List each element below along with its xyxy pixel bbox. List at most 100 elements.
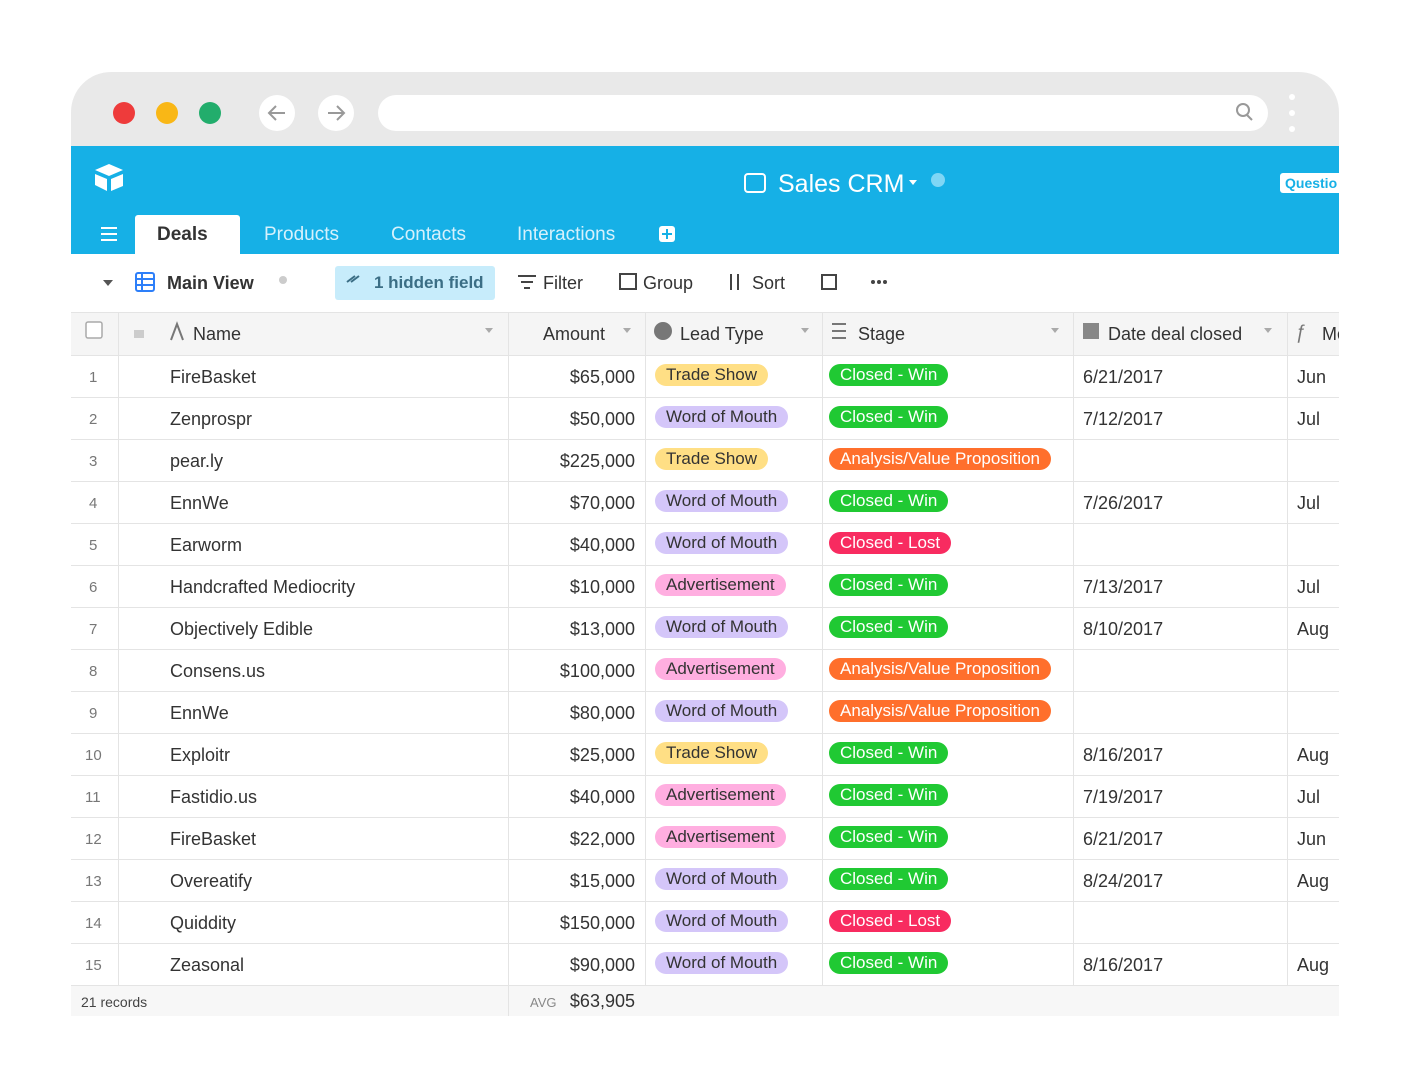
stage: Closed - Win xyxy=(829,868,949,890)
group[interactable]: Group xyxy=(643,273,694,293)
amount: $90,000 xyxy=(569,955,635,975)
deal-name: Quiddity xyxy=(170,913,237,933)
month: Jun xyxy=(1297,367,1327,387)
row-number: 11 xyxy=(85,789,101,806)
row-number: 7 xyxy=(89,621,98,638)
lead-type: Advertisement xyxy=(655,826,786,848)
lead-type: Word of Mouth xyxy=(655,910,789,932)
tab[interactable]: Deals xyxy=(157,224,208,245)
deal-name: Handcrafted Mediocrity xyxy=(170,577,356,597)
lead-type: Word of Mouth xyxy=(655,868,789,890)
stage: Closed - Lost xyxy=(829,532,952,554)
help-button[interactable]: Questio xyxy=(1280,173,1339,193)
deal-name: Overeatify xyxy=(170,871,253,891)
footer-divider xyxy=(508,985,509,1016)
record-count: 21 records xyxy=(81,994,148,1010)
amount: $150,000 xyxy=(559,913,635,933)
deal-name: FireBasket xyxy=(170,829,257,849)
column-header: Name xyxy=(193,324,242,344)
date-closed: 8/24/2017 xyxy=(1083,871,1164,891)
stage: Analysis/Value Proposition xyxy=(829,658,1052,680)
filter[interactable]: Filter xyxy=(543,273,583,293)
chrome-icons xyxy=(113,94,1295,132)
agg-label: AVG xyxy=(530,995,557,1010)
amount: $65,000 xyxy=(569,367,635,387)
stage: Closed - Win xyxy=(829,490,949,512)
row-number: 13 xyxy=(85,873,102,890)
stage: Analysis/Value Proposition xyxy=(829,448,1052,470)
header-icons xyxy=(95,164,945,242)
amount: $40,000 xyxy=(569,787,635,807)
header-border xyxy=(71,355,1339,356)
tab[interactable]: Interactions xyxy=(517,224,616,245)
month: Aug xyxy=(1297,745,1330,765)
amount: $15,000 xyxy=(569,871,635,891)
amount: $80,000 xyxy=(569,703,635,723)
lead-type: Trade Show xyxy=(655,448,769,470)
deal-name: Exploitr xyxy=(170,745,231,765)
row-border xyxy=(71,817,1339,818)
view-name[interactable]: Main View xyxy=(167,273,254,293)
row-number: 15 xyxy=(85,957,102,974)
lead-type: Trade Show xyxy=(655,364,769,386)
lead-type: Word of Mouth xyxy=(655,490,789,512)
row-border xyxy=(71,943,1339,944)
deal-name: pear.ly xyxy=(170,451,224,471)
row-number: 6 xyxy=(89,579,98,596)
date-closed: 8/16/2017 xyxy=(1083,745,1164,765)
row-number: 5 xyxy=(89,537,98,554)
month: Jul xyxy=(1297,493,1321,513)
row-border xyxy=(71,649,1339,650)
month: Jul xyxy=(1297,577,1321,597)
stage: Closed - Win xyxy=(829,742,949,764)
tab[interactable]: Contacts xyxy=(391,224,466,245)
month: Aug xyxy=(1297,955,1330,975)
stage: Closed - Lost xyxy=(829,910,952,932)
row-border xyxy=(71,733,1339,734)
app-title: Sales CRM xyxy=(778,170,905,198)
row-border xyxy=(71,775,1339,776)
stage: Closed - Win xyxy=(829,574,949,596)
lead-type: Advertisement xyxy=(655,658,786,680)
footer xyxy=(71,986,1339,1016)
active-tab[interactable] xyxy=(135,215,240,254)
tab[interactable]: Products xyxy=(264,224,339,245)
deal-name: Zenprospr xyxy=(170,409,253,429)
column-header: Stage xyxy=(858,324,906,344)
row-number: 9 xyxy=(89,705,98,722)
lead-type: Word of Mouth xyxy=(655,952,789,974)
row-border xyxy=(71,985,1339,986)
hidden-fields[interactable] xyxy=(335,266,495,300)
deal-name: FireBasket xyxy=(170,367,257,387)
row-border xyxy=(71,397,1339,398)
deal-name: Consens.us xyxy=(170,661,266,681)
deal-name: Zeasonal xyxy=(170,955,245,975)
month: Aug xyxy=(1297,871,1330,891)
sort[interactable]: Sort xyxy=(752,273,786,293)
column-header: Lead Type xyxy=(680,324,764,344)
month: Jul xyxy=(1297,787,1321,807)
stage: Analysis/Value Proposition xyxy=(829,700,1052,722)
stage: Closed - Win xyxy=(829,826,949,848)
row-border xyxy=(71,859,1339,860)
lead-type: Word of Mouth xyxy=(655,406,789,428)
date-closed: 7/13/2017 xyxy=(1083,577,1164,597)
row-number: 4 xyxy=(89,495,98,512)
amount: $13,000 xyxy=(569,619,635,639)
column-header: Amount xyxy=(543,324,606,344)
row-number: 8 xyxy=(89,663,98,680)
amount: $225,000 xyxy=(559,451,635,471)
toolbar-icons xyxy=(85,272,1272,341)
lead-type: Advertisement xyxy=(655,574,786,596)
column-header: Date deal closed xyxy=(1108,324,1243,344)
date-closed: 7/12/2017 xyxy=(1083,409,1164,429)
row-number: 2 xyxy=(89,411,98,428)
row-number: 1 xyxy=(89,369,98,386)
row-border xyxy=(71,565,1339,566)
column-header: Mo xyxy=(1322,324,1339,344)
amount: $10,000 xyxy=(569,577,635,597)
hidden-label[interactable]: 1 hidden field xyxy=(374,273,484,292)
lead-type: Trade Show xyxy=(655,742,769,764)
row-number: 10 xyxy=(85,747,102,764)
row-border xyxy=(71,523,1339,524)
